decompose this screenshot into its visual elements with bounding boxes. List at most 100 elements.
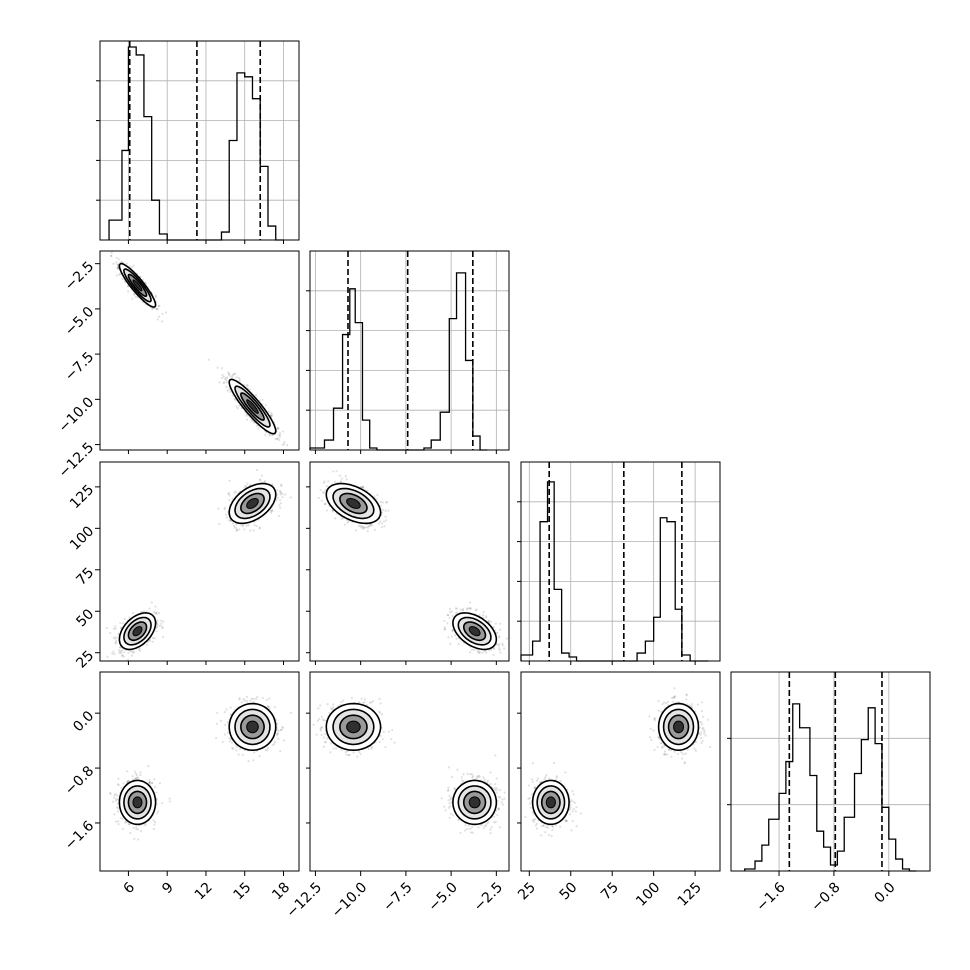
- sample-point: [154, 821, 157, 824]
- sample-point: [222, 375, 225, 378]
- sample-point: [365, 526, 368, 529]
- sample-point: [332, 470, 335, 473]
- sample-point: [132, 264, 135, 267]
- sample-point: [321, 491, 324, 494]
- sample-point: [157, 810, 160, 813]
- sample-point: [126, 780, 129, 783]
- sample-point: [258, 527, 261, 530]
- sample-point: [117, 820, 120, 823]
- sample-point: [114, 792, 117, 796]
- sample-point: [161, 627, 164, 630]
- sample-point: [270, 483, 274, 486]
- sample-point: [451, 630, 454, 633]
- sample-point: [164, 311, 168, 314]
- sample-point: [231, 522, 234, 525]
- sample-point: [483, 649, 486, 653]
- sample-point: [503, 647, 506, 650]
- sample-point: [277, 514, 280, 518]
- sample-point: [277, 434, 280, 437]
- sample-point: [494, 622, 497, 625]
- sample-point: [251, 419, 254, 422]
- sample-point: [357, 524, 360, 528]
- sample-point: [360, 526, 363, 529]
- sample-point: [505, 637, 509, 640]
- sample-point: [231, 497, 234, 501]
- sample-point: [227, 372, 231, 375]
- contour-level-3: [246, 399, 259, 414]
- sample-point: [280, 491, 283, 495]
- sample-point: [156, 308, 159, 311]
- sample-point: [120, 649, 123, 652]
- sample-point: [335, 469, 338, 473]
- sample-point: [168, 797, 171, 800]
- sample-point: [228, 388, 231, 391]
- sample-point: [498, 647, 501, 650]
- sample-point: [454, 612, 457, 615]
- sample-point: [261, 398, 264, 402]
- sample-point: [257, 427, 260, 430]
- sample-point: [270, 414, 273, 418]
- sample-point: [116, 263, 119, 266]
- sample-point: [116, 802, 120, 805]
- sample-point: [450, 635, 453, 638]
- sample-point: [121, 817, 124, 820]
- sample-point: [118, 649, 121, 652]
- sample-point: [446, 622, 449, 625]
- sample-point: [499, 651, 502, 654]
- sample-point: [137, 776, 140, 779]
- sample-point: [344, 474, 347, 478]
- sample-point: [232, 524, 236, 527]
- sample-point: [279, 498, 282, 502]
- sample-point: [477, 649, 480, 652]
- sample-point: [216, 366, 219, 369]
- sample-point: [443, 628, 447, 631]
- sample-point: [117, 777, 120, 780]
- sample-point: [450, 610, 453, 613]
- sample-point: [158, 304, 161, 307]
- sample-point: [382, 508, 385, 512]
- sample-point: [446, 613, 449, 616]
- sample-point: [235, 527, 238, 530]
- sample-point: [271, 509, 274, 512]
- sample-point: [245, 524, 248, 527]
- sample-point: [131, 297, 134, 300]
- sample-point: [114, 642, 117, 645]
- sample-point: [345, 478, 348, 481]
- sample-point: [340, 517, 343, 520]
- panel-content: [110, 251, 289, 447]
- sample-point: [281, 496, 284, 499]
- sample-point: [443, 628, 446, 631]
- sample-point: [270, 413, 273, 416]
- sample-point: [227, 373, 231, 376]
- sample-point: [362, 486, 365, 489]
- sample-point: [387, 509, 390, 512]
- sample-point: [258, 478, 262, 481]
- sample-point: [133, 293, 136, 296]
- sample-point: [130, 654, 134, 657]
- sample-point: [144, 823, 148, 826]
- sample-point: [270, 509, 274, 512]
- sample-point: [226, 376, 229, 379]
- sample-point: [278, 489, 282, 492]
- sample-point: [498, 643, 501, 646]
- sample-point: [246, 384, 249, 387]
- sample-point: [323, 491, 326, 494]
- sample-point: [234, 490, 237, 493]
- sample-point: [485, 616, 488, 619]
- sample-point: [495, 643, 498, 646]
- sample-point: [325, 509, 329, 512]
- sample-point: [385, 519, 388, 522]
- sample-point: [492, 647, 496, 650]
- contour-level-3: [132, 279, 143, 292]
- sample-point: [240, 524, 243, 527]
- sample-point: [155, 307, 158, 310]
- sample-point: [113, 652, 116, 656]
- sample-point: [129, 650, 132, 653]
- sample-point: [127, 290, 130, 293]
- sample-point: [317, 496, 320, 500]
- sample-point: [119, 816, 122, 820]
- sample-point: [380, 525, 384, 529]
- sample-point: [466, 607, 469, 610]
- panel-frame: [309, 461, 510, 662]
